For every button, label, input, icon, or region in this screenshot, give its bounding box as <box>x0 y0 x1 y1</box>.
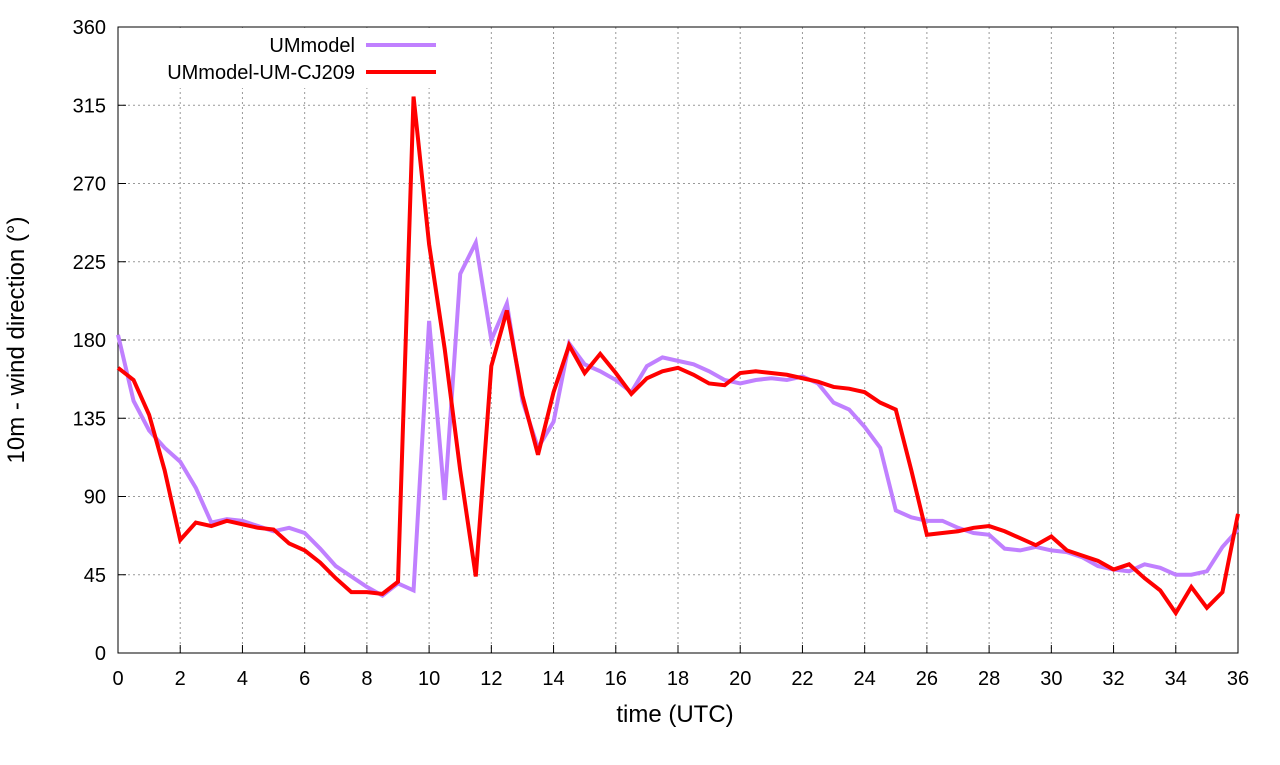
x-tick-label: 30 <box>1040 668 1062 690</box>
x-tick-label: 36 <box>1227 668 1249 690</box>
y-tick-label: 270 <box>73 174 106 196</box>
x-tick-label: 4 <box>237 668 248 690</box>
legend-label: UMmodel-UM-CJ209 <box>167 62 355 84</box>
legend-label: UMmodel <box>269 35 355 57</box>
x-tick-label: 32 <box>1102 668 1124 690</box>
x-tick-label: 6 <box>299 668 310 690</box>
data-line <box>116 236 1240 599</box>
x-tick-label: 14 <box>542 668 564 690</box>
y-tick-label: 0 <box>95 643 106 665</box>
y-tick-label: 90 <box>84 487 106 509</box>
x-tick-label: 10 <box>418 668 440 690</box>
y-tick-label: 180 <box>73 330 106 352</box>
x-tick-label: 12 <box>480 668 502 690</box>
x-tick-label: 24 <box>854 668 876 690</box>
x-tick-label: 8 <box>361 668 372 690</box>
x-tick-label: 28 <box>978 668 1000 690</box>
legend-box <box>119 28 444 88</box>
x-tick-label: 26 <box>916 668 938 690</box>
y-tick-label: 135 <box>73 408 106 430</box>
y-tick-label: 45 <box>84 565 106 587</box>
x-tick-label: 16 <box>605 668 627 690</box>
y-axis-label: 10m - wind direction (°) <box>3 216 30 463</box>
y-tick-label: 315 <box>73 95 106 117</box>
x-tick-label: 0 <box>112 668 123 690</box>
x-tick-label: 34 <box>1165 668 1187 690</box>
y-tick-label: 225 <box>73 252 106 274</box>
x-tick-label: 22 <box>791 668 813 690</box>
y-tick-label: 360 <box>73 17 106 39</box>
x-axis-label: time (UTC) <box>616 701 733 728</box>
data-line <box>116 96 1240 617</box>
x-tick-label: 18 <box>667 668 689 690</box>
x-tick-label: 20 <box>729 668 751 690</box>
x-tick-label: 2 <box>175 668 186 690</box>
